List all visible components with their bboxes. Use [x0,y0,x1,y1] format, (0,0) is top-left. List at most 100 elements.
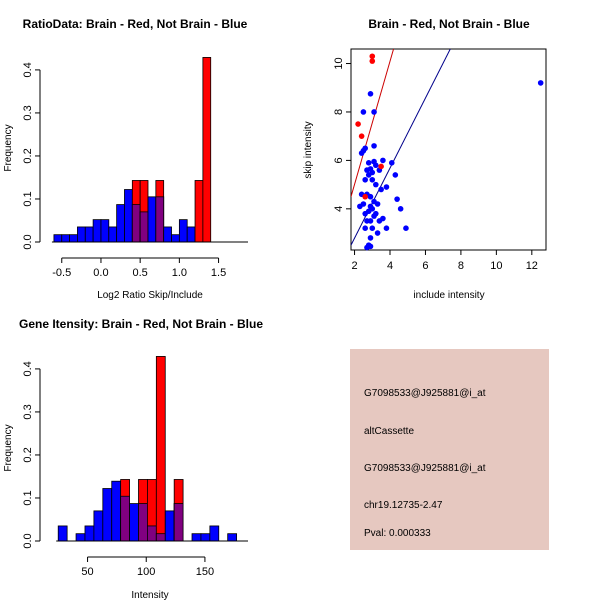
bar-not-brain [92,219,102,243]
y-tick-label: 6 [333,157,345,163]
point-not-brain [380,157,386,164]
point-not-brain [362,225,368,232]
bar-not-brain [61,234,70,243]
point-not-brain [362,210,368,217]
bar-not-brain [53,234,63,243]
bar-overlap [147,525,157,542]
point-not-brain [367,218,374,224]
y-tick-label: 0.4 [22,361,34,376]
ratio-histogram-ylabel: Frequency [3,124,14,171]
point-not-brain [378,186,384,193]
point-not-brain [367,91,374,97]
probe-id-text-2: G7098533@J925881@i_at [364,463,486,474]
bar-not-brain [171,234,180,243]
bar-not-brain [84,525,95,542]
point-not-brain [362,145,368,152]
point-not-brain [388,160,395,166]
scatter-ylabel: skip intensity [303,121,314,178]
event-type-text: altCassette [364,426,414,437]
bar-overlap [155,196,165,243]
bar-brain [194,180,204,243]
point-not-brain [358,150,365,156]
point-not-brain [367,193,374,200]
pvalue-text: Pval: 0.000333 [364,528,431,539]
probe-info-panel: G7098533@J925881@i_at altCassette G70985… [350,349,549,550]
bar-not-brain [69,234,78,243]
point-brain [355,121,361,127]
point-not-brain [374,201,381,207]
point-not-brain [394,196,400,202]
bar-not-brain [178,219,188,243]
point-not-brain [392,172,399,178]
bar-not-brain [75,533,86,542]
y-tick-label: 0.2 [22,148,34,163]
ratio-histogram-axes: -0.5 0.0 0.5 1.0 1.5 0.0 0.1 0.2 0.3 0.4 [22,62,248,279]
x-tick-label: 100 [137,566,155,578]
bar-overlap [155,533,166,542]
ratio-histogram-title: RatioData: Brain - Red, Not Brain - Blue [23,17,248,31]
x-tick-label: 150 [196,566,214,578]
point-brain [369,58,376,64]
x-tick-label: 1.5 [211,267,226,279]
point-not-brain [369,176,376,183]
bar-not-brain [191,533,202,542]
gene-intensity-ylabel: Frequency [3,424,14,471]
point-not-brain [367,203,374,210]
bar-not-brain [111,480,122,542]
bar-overlap [139,211,149,243]
scatter-axes: 2 4 6 8 10 12 4 6 8 10 [333,57,538,272]
point-not-brain [364,167,370,173]
y-tick-label: 0.2 [22,447,34,462]
point-not-brain [383,225,390,232]
bar-not-brain [163,226,172,243]
point-not-brain [374,230,381,236]
x-tick-label: 12 [526,260,538,272]
gene-intensity-axes: 50 100 150 0.0 0.1 0.2 0.3 0.4 [22,361,248,578]
y-tick-label: 0.0 [22,234,34,249]
probe-id-text: G7098533@J925881@i_at [364,388,486,399]
point-not-brain [403,225,409,232]
point-not-brain [397,206,404,212]
bar-not-brain [200,533,211,542]
x-tick-label: 0.5 [133,267,148,279]
point-not-brain [360,109,367,115]
gene-intensity-histogram-panel: Gene Itensity: Brain - Red, Not Brain - … [3,317,263,600]
y-tick-label: 0.3 [22,404,34,419]
x-tick-label: 6 [422,260,428,272]
point-not-brain [357,203,363,210]
bar-brain [202,57,212,243]
y-tick-label: 0.1 [22,490,34,505]
bar-not-brain [108,226,118,243]
point-not-brain [373,181,379,188]
y-tick-label: 0.0 [22,533,34,548]
bar-not-brain [57,525,68,542]
ratio-histogram-panel: RatioData: Brain - Red, Not Brain - Blue… [3,17,248,301]
x-tick-label: 10 [490,260,502,272]
info-panel-background [350,349,549,550]
bar-not-brain [186,226,196,243]
gene-intensity-xlabel: Intensity [131,590,168,600]
point-brain [369,53,376,60]
chromosome-location-text: chr19.12735-2.47 [364,500,443,511]
bar-not-brain [227,533,238,542]
ratio-histogram-bars [53,57,212,243]
bar-not-brain [102,488,113,542]
point-not-brain [365,160,372,166]
bar-not-brain [116,204,125,243]
x-tick-label: 0.0 [93,267,108,279]
scatter-points [355,53,544,251]
scatter-title: Brain - Red, Not Brain - Blue [368,17,530,31]
point-not-brain [362,176,368,183]
y-tick-label: 4 [333,206,345,212]
y-tick-label: 0.1 [22,191,34,206]
gene-intensity-title: Gene Itensity: Brain - Red, Not Brain - … [19,317,263,331]
bar-overlap [173,503,184,542]
fit-line [351,49,395,197]
x-tick-label: 2 [351,260,357,272]
bar-overlap [120,495,130,542]
gene-intensity-bars [57,356,238,542]
y-tick-label: 10 [333,57,345,69]
bar-not-brain [129,503,139,542]
point-brain [362,193,368,200]
